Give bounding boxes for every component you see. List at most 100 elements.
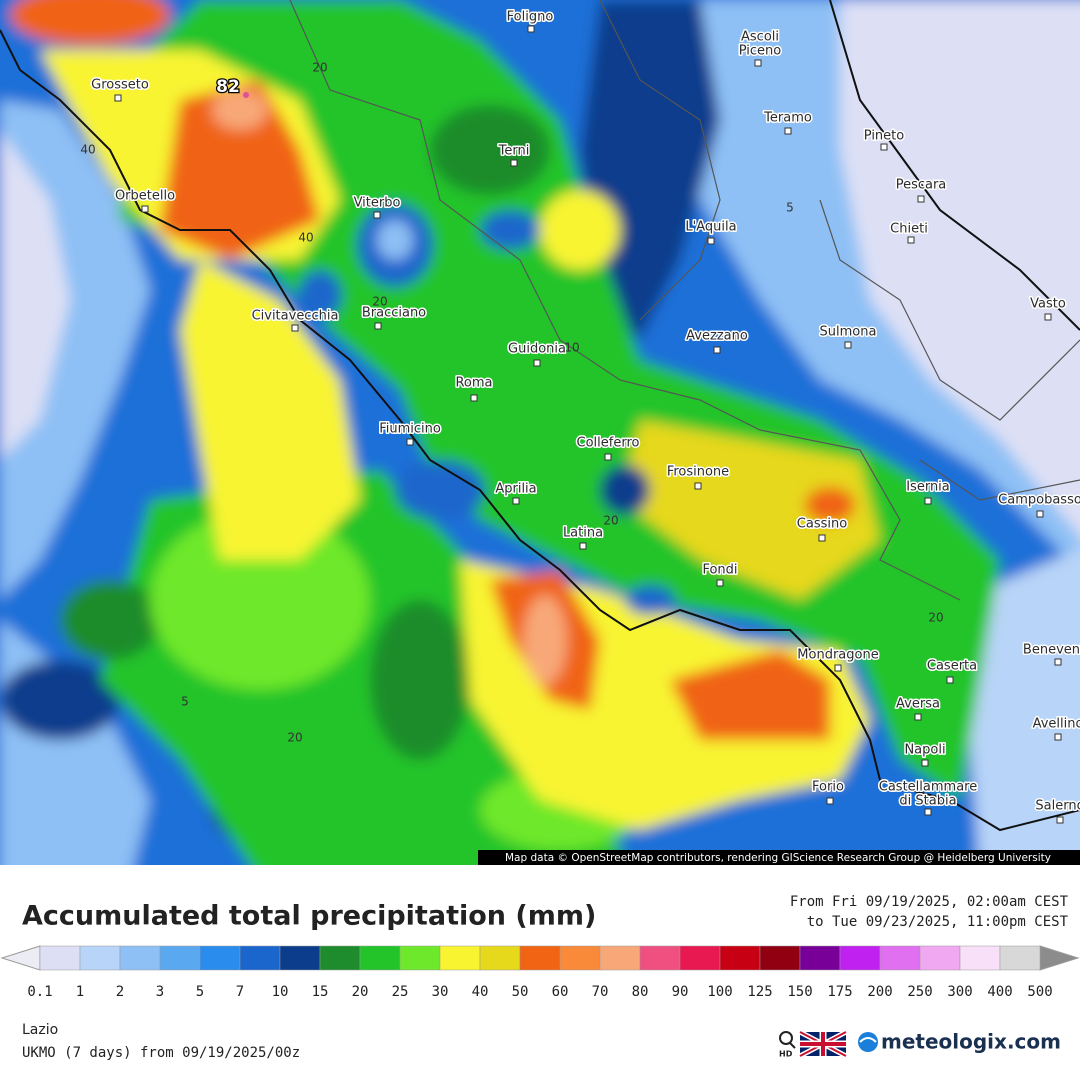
legend-swatch [239,945,281,971]
legend-title: Accumulated total precipitation (mm) [22,901,596,932]
city-marker [527,25,535,33]
city-label: Napoli [904,743,945,758]
legend-swatch [559,945,601,971]
city-marker [826,797,834,805]
city-marker [604,453,612,461]
city-marker [1036,510,1044,518]
city-marker [694,482,702,490]
city-label: Fiumicino [379,422,441,437]
legend-swatch [319,945,361,971]
city-label: Avezzano [686,329,748,344]
contour-label: 5 [786,201,794,215]
city-label: Castellammare [879,780,977,795]
legend-swatch [999,945,1041,971]
legend-tick-label: 60 [552,984,569,1000]
city-label: Bracciano [362,306,426,321]
city-label: Mondragone [797,648,878,663]
city-marker [1044,313,1052,321]
logo: HD meteologix.com [779,1030,1061,1059]
legend-swatch [279,945,321,971]
contour-label: 5 [181,695,189,709]
city-marker [1054,733,1062,741]
attribution-bg [478,850,1080,865]
city-marker [880,143,888,151]
legend-tick-label: 0.1 [27,984,52,1000]
city-marker [754,59,762,67]
legend-swatch [119,945,161,971]
legend-swatch [879,945,921,971]
city-marker [470,394,478,402]
city-label: Teramo [763,111,812,126]
legend-swatch [359,945,401,971]
legend-tick-label: 30 [432,984,449,1000]
city-label: Piceno [739,44,782,59]
legend-tick-label: 125 [747,984,772,1000]
city-marker [946,676,954,684]
max-marker [243,92,249,98]
city-label: Roma [455,376,492,391]
city-marker [716,579,724,587]
legend-tick-label: 80 [632,984,649,1000]
city-marker [818,534,826,542]
city-marker [924,808,932,816]
city-label: Salerno [1035,799,1080,814]
city-marker [917,195,925,203]
city-marker [291,324,299,332]
legend-tick-label: 2 [116,984,124,1000]
city-label: Fondi [702,563,737,578]
max-value-label: 82 [216,77,240,97]
legend-swatch [799,945,841,971]
city-label: di Stabia [899,794,956,809]
legend-tick-label: 100 [707,984,732,1000]
city-marker [907,236,915,244]
city-label: Chieti [890,222,928,237]
city-marker [924,497,932,505]
color-legend: 0.1 1 2 3 5 7 10 15 20 25 30 40 50 60 70 80 90 100 125 150 1… [0,945,1080,1000]
period-to: to Tue 09/23/2025, 11:00pm CEST [807,914,1069,930]
legend-tick-label: 500 [1027,984,1052,1000]
legend-swatch [759,945,801,971]
legend-tick-label: 25 [392,984,409,1000]
region: Lazio [22,1022,58,1038]
legend-swatch [439,945,481,971]
coastline [0,0,1080,832]
city-marker [510,159,518,167]
legend-tick-label: 200 [867,984,892,1000]
city-marker [784,127,792,135]
city-label: L'Aquila [685,220,736,235]
contour-label: 40 [298,231,313,245]
legend-swatch [719,945,761,971]
city-label: Avellino [1033,717,1080,732]
city-label: Ascoli [741,30,779,45]
city-label: Vasto [1030,297,1066,312]
legend-swatch [639,945,681,971]
legend-tick-label: 40 [472,984,489,1000]
contour-label: 20 [312,61,327,75]
legend-tick-label: 1 [76,984,84,1000]
city-label: Sulmona [820,325,877,340]
legend-swatch [199,945,241,971]
contour-label: 10 [564,341,579,355]
city-label: Pineto [864,129,905,144]
legend-swatch [479,945,521,971]
city-label: Latina [563,526,603,541]
city-marker [1054,658,1062,666]
legend-swatch [599,945,641,971]
city-label: Civitavecchia [252,309,339,324]
contour-label: 20 [287,731,302,745]
legend-swatch [519,945,561,971]
city-marker [533,359,541,367]
contour-label: 20 [372,295,387,309]
legend-swatch [79,945,121,971]
city-marker [844,341,852,349]
city-marker [834,664,842,672]
city-marker [141,205,149,213]
legend-tick-label: 7 [236,984,244,1000]
legend-swatch [959,945,1001,971]
city-label: Isernia [906,480,950,495]
legend-swatch [679,945,721,971]
city-marker [921,759,929,767]
legend-swatch [39,945,81,971]
